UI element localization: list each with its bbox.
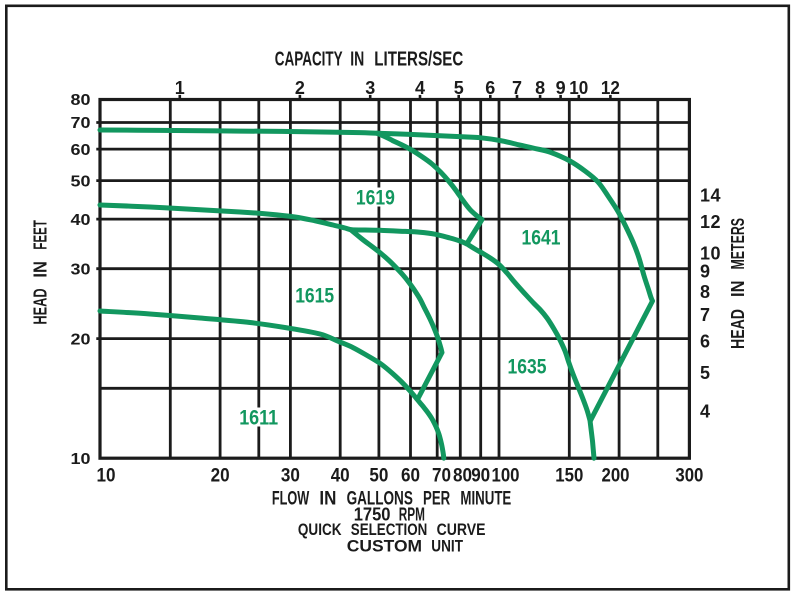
svg-text:50: 50: [71, 173, 91, 190]
svg-text:8: 8: [700, 282, 711, 302]
svg-text:6: 6: [700, 332, 711, 352]
svg-text:1611: 1611: [239, 406, 278, 430]
svg-text:10: 10: [71, 451, 91, 468]
svg-text:1619: 1619: [356, 186, 395, 210]
svg-text:7: 7: [700, 305, 711, 325]
svg-text:5: 5: [700, 363, 711, 383]
svg-text:GALLONS: GALLONS: [347, 489, 413, 510]
svg-text:10: 10: [97, 466, 116, 487]
svg-text:60: 60: [71, 142, 91, 159]
svg-text:200: 200: [602, 466, 630, 487]
svg-text:300: 300: [675, 466, 703, 487]
svg-text:1635: 1635: [508, 355, 547, 379]
svg-text:SELECTION: SELECTION: [351, 520, 428, 539]
svg-text:7: 7: [512, 78, 522, 98]
svg-text:CUSTOM: CUSTOM: [347, 537, 422, 556]
svg-text:UNIT: UNIT: [431, 537, 463, 556]
svg-text:60: 60: [401, 466, 420, 487]
svg-text:MINUTE: MINUTE: [460, 489, 511, 510]
svg-text:80: 80: [71, 92, 91, 109]
svg-text:FEET: FEET: [31, 220, 51, 250]
svg-text:10: 10: [700, 243, 721, 263]
svg-text:5: 5: [454, 78, 464, 98]
svg-text:FLOW: FLOW: [272, 489, 309, 510]
svg-text:150: 150: [555, 466, 583, 487]
svg-text:3: 3: [365, 78, 375, 98]
svg-text:9: 9: [700, 262, 711, 282]
svg-text:RPM: RPM: [399, 505, 425, 525]
svg-text:IN: IN: [31, 261, 51, 278]
svg-text:100: 100: [492, 466, 520, 487]
svg-text:9: 9: [556, 78, 566, 98]
svg-text:8: 8: [535, 78, 545, 98]
svg-text:PER: PER: [423, 489, 450, 510]
svg-text:IN: IN: [350, 48, 364, 70]
svg-text:1: 1: [175, 78, 185, 98]
svg-text:12: 12: [601, 78, 620, 98]
svg-text:2: 2: [295, 78, 305, 98]
svg-text:1750: 1750: [354, 505, 391, 525]
svg-text:70: 70: [432, 466, 451, 487]
svg-text:LITERS/SEC: LITERS/SEC: [374, 48, 463, 70]
svg-text:CAPACITY: CAPACITY: [275, 48, 343, 70]
svg-text:40: 40: [331, 466, 350, 487]
svg-text:4: 4: [700, 401, 711, 421]
svg-text:CURVE: CURVE: [437, 520, 486, 539]
svg-text:HEAD: HEAD: [31, 288, 51, 324]
svg-text:20: 20: [211, 466, 230, 487]
svg-text:30: 30: [281, 466, 300, 487]
svg-text:IN: IN: [728, 281, 748, 298]
svg-text:6: 6: [485, 78, 495, 98]
svg-text:50: 50: [369, 466, 388, 487]
svg-text:QUICK: QUICK: [298, 520, 342, 539]
svg-text:40: 40: [71, 212, 91, 229]
svg-text:80: 80: [453, 466, 472, 487]
svg-text:1641: 1641: [522, 226, 561, 250]
svg-text:10: 10: [569, 78, 588, 98]
svg-text:1615: 1615: [295, 284, 334, 308]
svg-text:4: 4: [415, 78, 425, 98]
svg-text:IN: IN: [319, 489, 336, 510]
svg-text:METERS: METERS: [728, 218, 748, 270]
svg-text:30: 30: [71, 261, 91, 278]
svg-text:90: 90: [471, 466, 490, 487]
svg-text:20: 20: [71, 331, 91, 348]
svg-text:70: 70: [71, 115, 91, 132]
svg-text:HEAD: HEAD: [728, 309, 748, 349]
svg-text:14: 14: [700, 185, 721, 205]
svg-text:12: 12: [700, 212, 721, 232]
